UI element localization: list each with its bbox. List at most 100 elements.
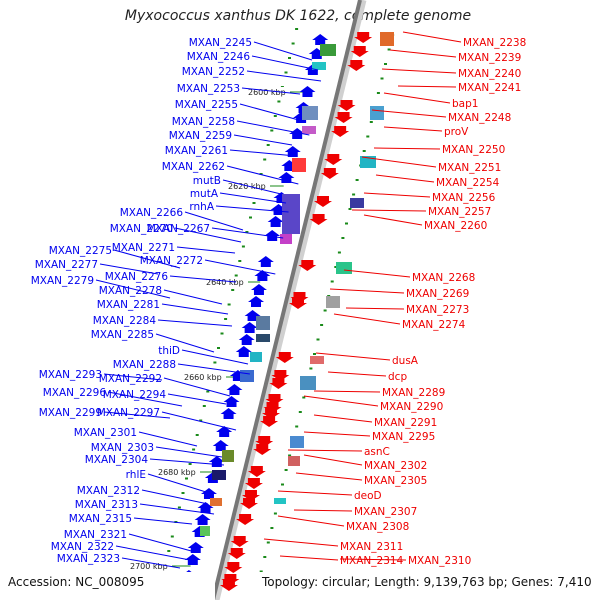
gene-label-mxan-2241[interactable]: MXAN_2241	[458, 82, 521, 94]
gene-label-mxan-2310[interactable]: MXAN_2310	[408, 555, 471, 567]
gene-label-mxan-2250[interactable]: MXAN_2250	[442, 144, 505, 156]
gene-domain-block	[336, 262, 352, 274]
gene-label-mxan-2270[interactable]: MXAN_2270	[110, 223, 173, 235]
gene-label-mxan-2297[interactable]: MXAN_2297	[97, 407, 160, 419]
kbp-label-bg	[180, 372, 228, 382]
gene-label-mxan-2255[interactable]: MXAN_2255	[175, 99, 238, 111]
gene-label-mxan-2323[interactable]: MXAN_2323	[57, 553, 120, 565]
gene-arrow-left	[212, 440, 229, 451]
gene-label-mxan-2304[interactable]: MXAN_2304	[85, 454, 149, 466]
gene-label-mxan-2277[interactable]: MXAN_2277	[35, 259, 98, 271]
gene-label-muta[interactable]: mutA	[190, 188, 219, 200]
gene-arrow-left	[308, 48, 325, 59]
gene-label-thid[interactable]: thiD	[158, 345, 180, 357]
gene-label-mxan-2292[interactable]: MXAN_2292	[99, 373, 162, 385]
gene-label-rhle[interactable]: rhlE	[126, 469, 146, 481]
gene-label-mxan-2305[interactable]: MXAN_2305	[364, 475, 427, 487]
gene-label-mxan-2285[interactable]: MXAN_2285	[91, 329, 154, 341]
tick-mark	[217, 347, 220, 349]
tick-mark	[206, 390, 210, 393]
gene-label-mxan-2301[interactable]: MXAN_2301	[74, 427, 137, 439]
gene-arrow-left	[267, 216, 284, 227]
gene-label-mxan-2299[interactable]: MXAN_2299	[39, 407, 102, 419]
gene-label-mxan-2259[interactable]: MXAN_2259	[169, 130, 232, 142]
tick-mark	[284, 71, 288, 74]
label-leader-line	[303, 431, 371, 437]
gene-label-dcp[interactable]: dcp	[388, 371, 407, 383]
kbp-marker-2660-kbp: 2660 kbp	[184, 373, 222, 382]
gene-label-mxan-2289[interactable]: MXAN_2289	[382, 387, 445, 399]
gene-label-rnha[interactable]: rnhA	[189, 201, 214, 213]
gene-label-mxan-2245[interactable]: MXAN_2245	[189, 37, 252, 49]
gene-label-mxan-2302[interactable]: MXAN_2302	[364, 460, 427, 472]
gene-label-bap1[interactable]: bap1	[452, 98, 478, 110]
label-leader-line	[383, 126, 443, 132]
gene-arrow-left	[226, 384, 243, 395]
gene-label-mxan-2284[interactable]: MXAN_2284	[93, 315, 157, 327]
gene-arrow-left	[220, 408, 237, 419]
gene-label-mxan-2278[interactable]: MXAN_2278	[99, 285, 162, 297]
gene-label-mxan-2313[interactable]: MXAN_2313	[75, 499, 138, 511]
gene-arrow-right	[263, 402, 282, 413]
gene-domain-block	[292, 158, 306, 172]
gene-label-mxan-2276[interactable]: MXAN_2276	[105, 271, 169, 283]
gene-arrow-left	[241, 322, 258, 333]
gene-label-mxan-2239[interactable]: MXAN_2239	[458, 52, 521, 64]
gene-label-mxan-2248[interactable]: MXAN_2248	[448, 112, 511, 124]
gene-label-mxan-2273[interactable]: MXAN_2273	[406, 304, 469, 316]
gene-label-mxan-2258[interactable]: MXAN_2258	[172, 116, 235, 128]
gene-domain-block	[310, 356, 324, 364]
gene-label-mxan-2291[interactable]: MXAN_2291	[374, 417, 437, 429]
gene-label-mxan-2253[interactable]: MXAN_2253	[177, 83, 240, 95]
tick-mark	[366, 135, 370, 138]
gene-label-mxan-2272[interactable]: MXAN_2272	[140, 255, 203, 267]
gene-label-mxan-2267[interactable]: MXAN_2267	[147, 223, 210, 235]
gene-label-mxan-2262[interactable]: MXAN_2262	[162, 161, 225, 173]
gene-label-mxan-2254[interactable]: MXAN_2254	[436, 177, 500, 189]
gene-label-asnc[interactable]: asnC	[364, 446, 390, 458]
gene-label-mxan-2308[interactable]: MXAN_2308	[346, 521, 409, 533]
gene-label-mxan-2311[interactable]: MXAN_2311	[340, 541, 403, 553]
gene-label-mxan-2290[interactable]: MXAN_2290	[380, 401, 443, 413]
gene-label-mxan-2256[interactable]: MXAN_2256	[432, 192, 496, 204]
gene-label-mutb[interactable]: mutB	[193, 175, 221, 187]
gene-label-mxan-2268[interactable]: MXAN_2268	[412, 272, 475, 284]
gene-label-mxan-2288[interactable]: MXAN_2288	[113, 359, 176, 371]
tick-mark	[270, 129, 274, 132]
gene-label-mxan-2260[interactable]: MXAN_2260	[424, 220, 487, 232]
gene-label-mxan-2293[interactable]: MXAN_2293	[39, 369, 102, 381]
gene-label-mxan-2296[interactable]: MXAN_2296	[43, 387, 107, 399]
gene-label-mxan-2246[interactable]: MXAN_2246	[187, 51, 251, 63]
gene-label-dusa[interactable]: dusA	[392, 355, 419, 367]
gene-label-mxan-2271[interactable]: MXAN_2271	[112, 242, 175, 254]
gene-label-mxan-2251[interactable]: MXAN_2251	[438, 162, 501, 174]
tick-mark	[288, 454, 292, 457]
gene-label-prov[interactable]: proV	[444, 126, 469, 138]
gene-label-mxan-2322[interactable]: MXAN_2322	[51, 541, 114, 553]
gene-label-mxan-2238[interactable]: MXAN_2238	[463, 37, 526, 49]
gene-label-mxan-2314[interactable]: MXAN_2314	[340, 555, 404, 567]
gene-label-mxan-2321[interactable]: MXAN_2321	[64, 529, 127, 541]
gene-label-deod[interactable]: deoD	[354, 490, 382, 502]
gene-label-mxan-2269[interactable]: MXAN_2269	[406, 288, 469, 300]
tick-mark	[177, 506, 181, 509]
gene-label-mxan-2312[interactable]: MXAN_2312	[77, 485, 140, 497]
label-leader-line	[329, 288, 405, 294]
gene-label-mxan-2279[interactable]: MXAN_2279	[31, 275, 94, 287]
gene-label-mxan-2252[interactable]: MXAN_2252	[182, 66, 245, 78]
gene-label-mxan-2274[interactable]: MXAN_2274	[402, 319, 466, 331]
gene-label-mxan-2261[interactable]: MXAN_2261	[165, 145, 228, 157]
gene-label-mxan-2275[interactable]: MXAN_2275	[49, 245, 112, 257]
gene-label-mxan-2307[interactable]: MXAN_2307	[354, 506, 417, 518]
label-leader-line	[155, 446, 223, 458]
gene-label-mxan-2303[interactable]: MXAN_2303	[91, 442, 154, 454]
gene-label-mxan-2281[interactable]: MXAN_2281	[97, 299, 160, 311]
label-leader-line	[138, 431, 198, 447]
gene-label-mxan-2257[interactable]: MXAN_2257	[428, 206, 491, 218]
label-leader-line	[149, 458, 225, 466]
gene-label-mxan-2294[interactable]: MXAN_2294	[103, 389, 167, 401]
gene-label-mxan-2240[interactable]: MXAN_2240	[458, 68, 521, 80]
gene-label-mxan-2315[interactable]: MXAN_2315	[69, 513, 132, 525]
gene-label-mxan-2266[interactable]: MXAN_2266	[120, 207, 184, 219]
gene-label-mxan-2295[interactable]: MXAN_2295	[372, 431, 435, 443]
